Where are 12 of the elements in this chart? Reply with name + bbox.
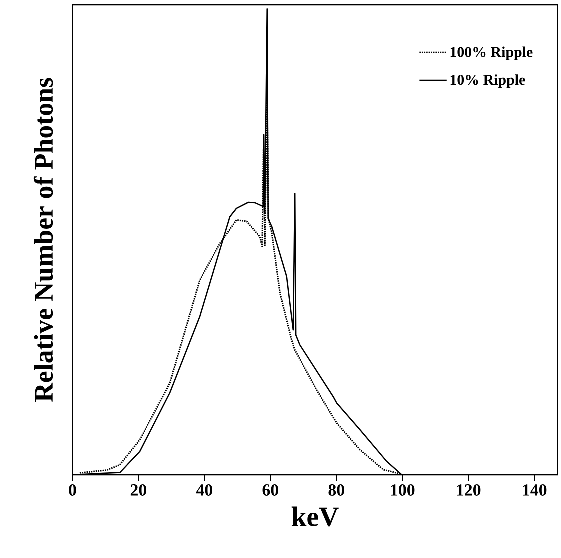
legend-label: 10% Ripple — [450, 74, 526, 88]
x-tick-label: 40 — [196, 484, 212, 496]
x-tick-label: 60 — [262, 484, 278, 496]
legend-label: 100% Ripple — [450, 46, 533, 60]
x-tick-label: 100 — [391, 484, 415, 496]
x-tick-label: 80 — [328, 484, 344, 496]
x-axis-title: keV — [292, 506, 339, 527]
x-tick-label: 140 — [523, 484, 547, 496]
x-tick-label: 20 — [130, 484, 147, 496]
x-tick-label: 120 — [457, 484, 481, 496]
x-tick-label: 0 — [69, 484, 76, 496]
y-axis-title: Relative Number of Photons — [34, 78, 54, 402]
